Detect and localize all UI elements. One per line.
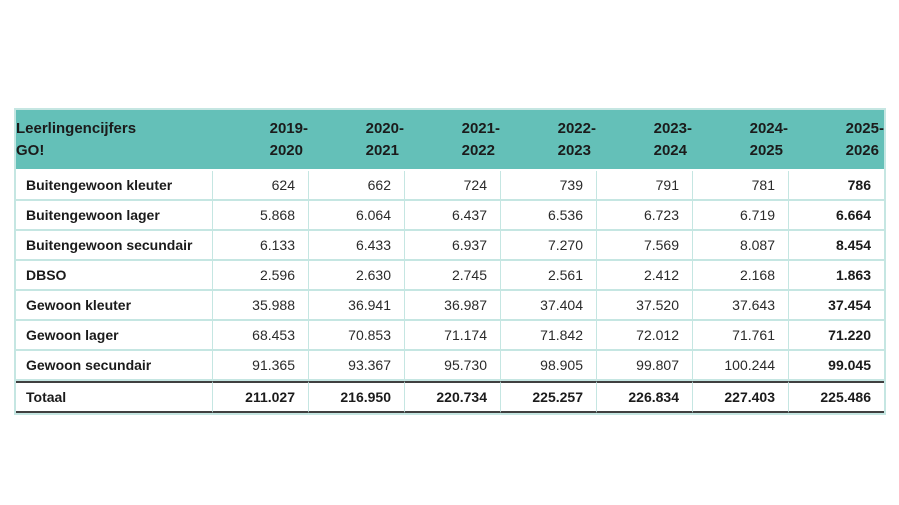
total-value-cell: 227.403 [692, 381, 788, 413]
value-cell: 95.730 [404, 351, 500, 381]
value-cell: 1.863 [788, 261, 884, 291]
year-header-label: 2022- 2023 [557, 119, 596, 159]
table-row-buitengewoon-secundair: Buitengewoon secundair 6.133 6.433 6.937… [16, 231, 884, 261]
value-cell: 791 [596, 171, 692, 201]
row-label: DBSO [16, 261, 212, 291]
row-label: Buitengewoon lager [16, 201, 212, 231]
value-cell: 72.012 [596, 321, 692, 351]
year-header-2022-2023: 2022- 2023 [500, 110, 596, 171]
row-label: Buitengewoon kleuter [16, 171, 212, 201]
value-cell: 100.244 [692, 351, 788, 381]
value-cell: 6.536 [500, 201, 596, 231]
year-header-2023-2024: 2023- 2024 [596, 110, 692, 171]
value-cell: 5.868 [212, 201, 308, 231]
value-cell: 93.367 [308, 351, 404, 381]
value-cell: 68.453 [212, 321, 308, 351]
value-cell: 6.664 [788, 201, 884, 231]
student-numbers-table: Leerlingencijfers GO! 2019- 2020 2020- 2… [16, 110, 884, 413]
value-cell: 2.630 [308, 261, 404, 291]
value-cell: 624 [212, 171, 308, 201]
value-cell: 35.988 [212, 291, 308, 321]
value-cell: 37.643 [692, 291, 788, 321]
total-value-cell: 226.834 [596, 381, 692, 413]
table-row-dbso: DBSO 2.596 2.630 2.745 2.561 2.412 2.168… [16, 261, 884, 291]
table-row-buitengewoon-lager: Buitengewoon lager 5.868 6.064 6.437 6.5… [16, 201, 884, 231]
year-header-label: 2019- 2020 [269, 119, 308, 159]
value-cell: 7.270 [500, 231, 596, 261]
value-cell: 8.087 [692, 231, 788, 261]
value-cell: 6.437 [404, 201, 500, 231]
value-cell: 36.987 [404, 291, 500, 321]
year-header-label: 2025- 2026 [845, 119, 884, 159]
leerlingencijfers-table: Leerlingencijfers GO! 2019- 2020 2020- 2… [14, 108, 886, 415]
value-cell: 99.045 [788, 351, 884, 381]
row-label: Gewoon kleuter [16, 291, 212, 321]
total-value-cell: 225.257 [500, 381, 596, 413]
value-cell: 2.561 [500, 261, 596, 291]
year-header-2021-2022: 2021- 2022 [404, 110, 500, 171]
total-label: Totaal [16, 381, 212, 413]
total-value-cell: 220.734 [404, 381, 500, 413]
value-cell: 739 [500, 171, 596, 201]
row-label: Gewoon lager [16, 321, 212, 351]
year-header-2025-2026: 2025- 2026 [788, 110, 884, 171]
value-cell: 6.133 [212, 231, 308, 261]
value-cell: 724 [404, 171, 500, 201]
value-cell: 37.454 [788, 291, 884, 321]
value-cell: 71.220 [788, 321, 884, 351]
value-cell: 662 [308, 171, 404, 201]
year-header-2019-2020: 2019- 2020 [212, 110, 308, 171]
year-header-label: 2023- 2024 [653, 119, 692, 159]
year-header-2020-2021: 2020- 2021 [308, 110, 404, 171]
value-cell: 99.807 [596, 351, 692, 381]
value-cell: 2.596 [212, 261, 308, 291]
value-cell: 98.905 [500, 351, 596, 381]
value-cell: 2.745 [404, 261, 500, 291]
total-value-cell: 211.027 [212, 381, 308, 413]
value-cell: 37.404 [500, 291, 596, 321]
value-cell: 6.723 [596, 201, 692, 231]
total-value-cell: 216.950 [308, 381, 404, 413]
value-cell: 2.168 [692, 261, 788, 291]
row-label: Buitengewoon secundair [16, 231, 212, 261]
value-cell: 7.569 [596, 231, 692, 261]
year-header-label: 2021- 2022 [461, 119, 500, 159]
value-cell: 71.842 [500, 321, 596, 351]
value-cell: 70.853 [308, 321, 404, 351]
year-header-label: 2020- 2021 [365, 119, 404, 159]
row-label: Gewoon secundair [16, 351, 212, 381]
year-header-label: 2024- 2025 [749, 119, 788, 159]
value-cell: 6.937 [404, 231, 500, 261]
value-cell: 8.454 [788, 231, 884, 261]
table-row-buitengewoon-kleuter: Buitengewoon kleuter 624 662 724 739 791… [16, 171, 884, 201]
table-title: Leerlingencijfers GO! [16, 110, 212, 171]
value-cell: 6.433 [308, 231, 404, 261]
table-row-gewoon-lager: Gewoon lager 68.453 70.853 71.174 71.842… [16, 321, 884, 351]
value-cell: 786 [788, 171, 884, 201]
value-cell: 37.520 [596, 291, 692, 321]
value-cell: 2.412 [596, 261, 692, 291]
value-cell: 6.719 [692, 201, 788, 231]
value-cell: 71.174 [404, 321, 500, 351]
year-header-2024-2025: 2024- 2025 [692, 110, 788, 171]
value-cell: 91.365 [212, 351, 308, 381]
value-cell: 6.064 [308, 201, 404, 231]
table-row-gewoon-kleuter: Gewoon kleuter 35.988 36.941 36.987 37.4… [16, 291, 884, 321]
value-cell: 71.761 [692, 321, 788, 351]
header-row: Leerlingencijfers GO! 2019- 2020 2020- 2… [16, 110, 884, 171]
value-cell: 36.941 [308, 291, 404, 321]
table-row-gewoon-secundair: Gewoon secundair 91.365 93.367 95.730 98… [16, 351, 884, 381]
total-value-cell: 225.486 [788, 381, 884, 413]
value-cell: 781 [692, 171, 788, 201]
table-row-totaal: Totaal 211.027 216.950 220.734 225.257 2… [16, 381, 884, 413]
